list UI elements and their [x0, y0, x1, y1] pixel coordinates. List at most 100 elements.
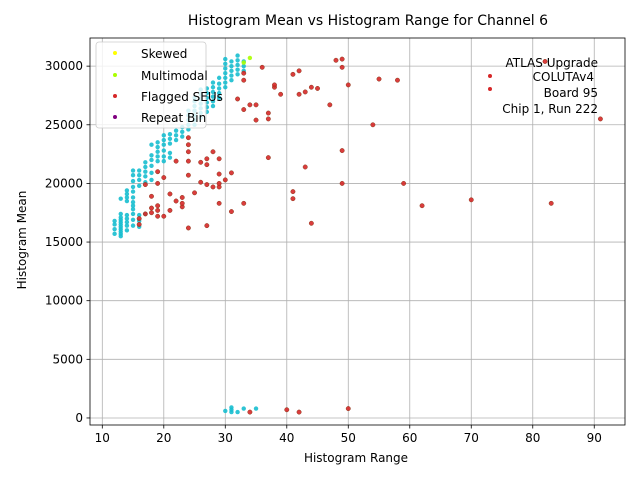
data-point — [204, 156, 210, 162]
data-point — [167, 150, 173, 156]
data-point — [241, 60, 246, 65]
x-tick-label: 20 — [156, 431, 171, 445]
data-point — [296, 91, 302, 97]
x-tick-label: 50 — [341, 431, 356, 445]
data-point — [210, 80, 216, 85]
data-point — [345, 82, 351, 88]
data-point — [241, 70, 247, 76]
data-point — [395, 77, 400, 83]
data-point — [229, 59, 234, 64]
data-point — [143, 169, 148, 174]
data-point — [253, 406, 259, 411]
data-point — [345, 406, 351, 412]
data-point — [597, 116, 603, 122]
data-point — [339, 64, 345, 70]
data-point — [136, 173, 142, 178]
data-point — [548, 200, 554, 206]
data-point — [185, 172, 191, 178]
x-tick-label: 80 — [525, 431, 540, 445]
data-point — [180, 129, 185, 135]
x-tick-label: 70 — [464, 431, 479, 445]
plot-frame — [89, 37, 626, 426]
annotation-line-3: Board 95 — [544, 86, 598, 100]
data-point — [185, 142, 191, 148]
data-point — [235, 67, 240, 72]
data-point — [161, 213, 167, 219]
x-tick-label: 60 — [402, 431, 417, 445]
data-point — [112, 226, 117, 232]
y-tick-label: 5000 — [52, 352, 83, 366]
data-point — [161, 133, 166, 138]
data-point — [216, 81, 222, 86]
data-point — [247, 409, 253, 415]
legend: Skewed Multimodal Flagged SEUs Repeat Bi… — [95, 41, 223, 129]
data-point — [216, 156, 222, 162]
data-point — [222, 177, 228, 183]
data-point — [173, 198, 179, 204]
data-point — [198, 159, 204, 165]
data-point — [161, 137, 166, 143]
data-point — [223, 56, 228, 62]
data-point — [247, 102, 253, 108]
data-point — [265, 155, 271, 161]
y-tick-label: 15000 — [45, 235, 83, 249]
data-point — [370, 122, 376, 128]
data-point — [143, 164, 148, 170]
data-point — [223, 408, 228, 414]
data-point — [142, 211, 148, 217]
data-point — [308, 220, 314, 226]
data-point — [112, 218, 117, 224]
data-point — [235, 53, 240, 58]
annotation-marker-2 — [488, 87, 492, 91]
data-point — [216, 95, 222, 101]
data-point — [149, 193, 154, 199]
data-point — [401, 180, 407, 186]
annotation-line-1: ATLAS Upgrade — [505, 56, 598, 70]
data-point — [290, 71, 296, 77]
data-point — [204, 162, 210, 168]
data-point — [185, 149, 191, 155]
annotation-marker-1 — [488, 74, 492, 78]
data-point — [290, 189, 296, 195]
data-point — [210, 99, 216, 104]
data-point — [173, 133, 179, 138]
data-point — [216, 75, 222, 81]
data-point — [223, 61, 228, 66]
data-point — [124, 198, 130, 204]
data-point — [302, 164, 308, 170]
data-point — [149, 177, 154, 183]
axis-ticks: 10 20 30 40 50 60 70 80 90 0 5000 10000 15000 20000 25… — [45, 59, 602, 445]
x-tick-label: 40 — [279, 431, 294, 445]
data-point — [167, 131, 173, 137]
data-point — [149, 142, 154, 147]
data-point — [223, 70, 228, 76]
data-point — [185, 135, 191, 141]
x-axis-label: Histogram Range — [304, 451, 408, 465]
data-point — [130, 217, 136, 222]
data-point — [241, 200, 247, 206]
data-point — [339, 56, 345, 62]
data-point — [241, 63, 246, 69]
data-point — [253, 117, 259, 123]
data-point — [161, 154, 166, 159]
data-point — [130, 189, 136, 194]
x-tick-label: 10 — [95, 431, 110, 445]
legend-label-skewed: Skewed — [141, 47, 187, 61]
data-point — [339, 180, 345, 186]
legend-label-flagged-seus: Flagged SEUs — [141, 90, 223, 104]
data-point — [210, 103, 216, 109]
data-point — [235, 72, 240, 77]
legend-marker-flagged-seus — [113, 94, 117, 98]
data-point — [173, 128, 179, 133]
data-point — [155, 154, 160, 159]
data-point — [247, 55, 253, 61]
data-point — [124, 195, 130, 200]
data-point — [333, 57, 339, 63]
data-point — [229, 405, 234, 410]
data-point — [229, 73, 234, 78]
data-point — [130, 207, 136, 212]
data-point — [216, 180, 222, 186]
data-point — [235, 96, 241, 102]
data-point — [179, 195, 185, 200]
